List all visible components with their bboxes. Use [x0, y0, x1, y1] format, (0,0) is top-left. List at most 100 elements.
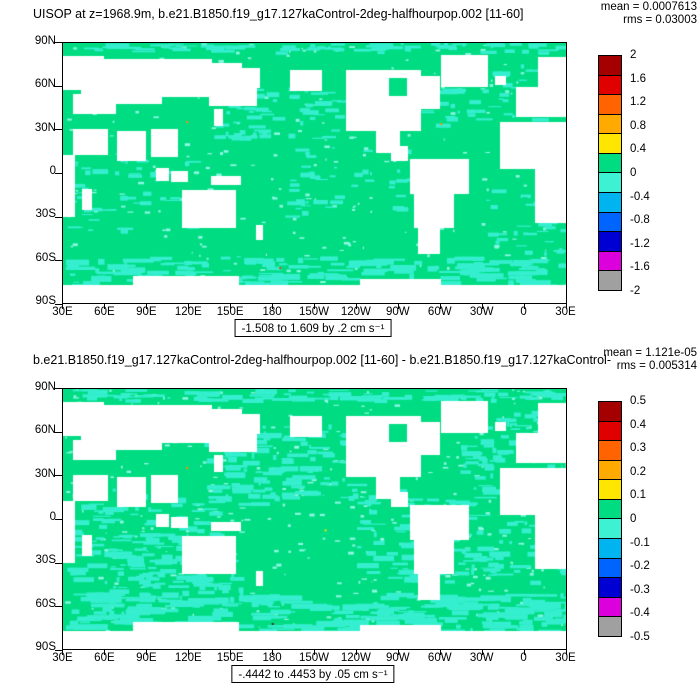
lon-tick: [62, 304, 63, 309]
lat-tick-label: 90S: [35, 295, 56, 307]
colorbar-box: [598, 231, 622, 252]
colorbar-label: -0.4: [630, 190, 650, 203]
lon-tick-label: 30W: [469, 652, 494, 664]
colorbar-box: [598, 596, 622, 618]
colorbar-label: 1.2: [630, 96, 646, 109]
colorbar-box: [598, 133, 622, 154]
lon-tick: [398, 650, 399, 655]
lon-tick: [104, 650, 105, 655]
lat-tick-label: 90N: [34, 381, 56, 393]
colorbar-label: -0.2: [630, 560, 650, 573]
range-caption: -.4442 to .4453 by .05 cm s⁻¹: [231, 665, 395, 683]
colorbar-box: [598, 479, 622, 500]
range-caption: -1.508 to 1.609 by .2 cm s⁻¹: [234, 319, 392, 337]
colorbar-label: 0.8: [630, 119, 646, 132]
colorbar-label: 0.5: [630, 395, 646, 407]
colorbar-box: [598, 420, 622, 442]
lon-tick: [272, 304, 273, 309]
lat-tick-label: 60S: [35, 251, 56, 264]
lon-tick-label: 30E: [52, 652, 73, 664]
panel-top: UISOP at z=1968.9m, b.e21.B1850.f19_g17.…: [0, 0, 700, 346]
colorbar-label: -0.1: [630, 536, 650, 549]
map-canvas: [63, 43, 566, 303]
colorbar-label: 0.3: [630, 442, 646, 455]
lat-tick-label: 0: [49, 511, 56, 523]
colorbar-box: [598, 211, 622, 233]
colorbar-label: -0.8: [630, 214, 650, 227]
panel-bottom: b.e21.B1850.f19_g17.127kaControl-2deg-ha…: [0, 346, 700, 700]
lon-tick-label: 60E: [94, 652, 115, 664]
lon-tick: [482, 304, 483, 309]
lon-tick: [314, 650, 315, 655]
lon-tick: [440, 650, 441, 655]
lat-tick: [55, 304, 62, 305]
colorbar-label: -1.6: [630, 261, 650, 274]
stats-block: mean = 1.121e-05 rms = 0.005314: [603, 347, 697, 373]
lon-tick: [230, 650, 231, 655]
colorbar-box: [598, 401, 622, 422]
lon-tick: [146, 650, 147, 655]
lat-tick: [55, 562, 62, 564]
lon-tick-label: 30E: [555, 306, 576, 318]
colorbar-box: [598, 577, 622, 598]
colorbar-label: 1.6: [630, 72, 646, 85]
colorbar-box: [598, 94, 622, 115]
lon-tick-label: 90W: [386, 306, 410, 318]
lon-tick-label: 0: [520, 306, 527, 318]
lat-tick: [55, 650, 62, 651]
lat-tick-label: 30N: [34, 467, 56, 480]
lon-tick: [440, 304, 441, 309]
lon-tick-label: 90E: [136, 652, 157, 664]
lon-tick: [482, 650, 483, 655]
map-frame: [62, 42, 567, 304]
colorbar-box: [598, 270, 622, 291]
colorbar-box: [598, 518, 622, 540]
lat-tick: [55, 606, 62, 608]
lon-tick: [62, 650, 63, 655]
lon-tick: [524, 650, 525, 655]
lat-tick-label: 30N: [34, 121, 56, 134]
lat-tick: [55, 475, 62, 477]
colorbar-label: -0.5: [630, 631, 650, 643]
lon-tick-label: 30E: [555, 652, 576, 664]
lon-tick-label: 120W: [340, 306, 371, 318]
lon-tick-label: 90E: [136, 306, 157, 318]
lon-tick-label: 120E: [174, 306, 202, 318]
colorbar-label: -0.3: [630, 583, 650, 596]
colorbar: [598, 401, 622, 637]
colorbar-label: 0.4: [630, 143, 646, 156]
colorbar-labels: 0.5 0.4 0.3 0.2 0.1 0 -0.1 -0.2 -0.3 -0.4 -0.5: [630, 395, 676, 643]
lon-tick-label: 120W: [340, 652, 371, 664]
lon-tick: [524, 304, 525, 309]
lon-tick-label: 180: [262, 652, 282, 664]
lat-tick-label: 60N: [34, 78, 56, 91]
lon-tick: [566, 304, 567, 309]
lon-tick: [272, 650, 273, 655]
lat-tick-label: 30S: [35, 554, 56, 567]
lon-tick-label: 30W: [469, 306, 494, 318]
lon-tick: [566, 650, 567, 655]
colorbar-box: [598, 113, 622, 135]
map-frame: [62, 388, 567, 650]
colorbar-box: [598, 74, 622, 96]
colorbar-label: 2: [630, 49, 637, 61]
colorbar-box: [598, 152, 622, 174]
colorbar-box: [598, 498, 622, 520]
lon-tick-label: 150W: [298, 652, 330, 664]
lat-tick: [55, 260, 62, 262]
colorbar-box: [598, 440, 622, 461]
lon-tick-label: 60W: [427, 306, 452, 318]
lat-tick: [55, 388, 62, 389]
colorbar-label: 0: [630, 513, 637, 525]
lat-tick-label: 90S: [35, 641, 56, 653]
stats-block: mean = 0.0007613 rms = 0.03003: [601, 1, 697, 27]
lat-tick: [55, 431, 62, 433]
colorbar-label: 0: [630, 167, 637, 179]
colorbar-label: 0.4: [630, 418, 646, 431]
lon-tick-label: 150W: [298, 306, 330, 318]
page-title: b.e21.B1850.f19_g17.127kaControl-2deg-ha…: [33, 353, 611, 367]
rms-value: rms = 0.03003: [623, 14, 697, 26]
colorbar-label: -0.4: [630, 607, 650, 620]
lat-tick: [55, 173, 62, 174]
